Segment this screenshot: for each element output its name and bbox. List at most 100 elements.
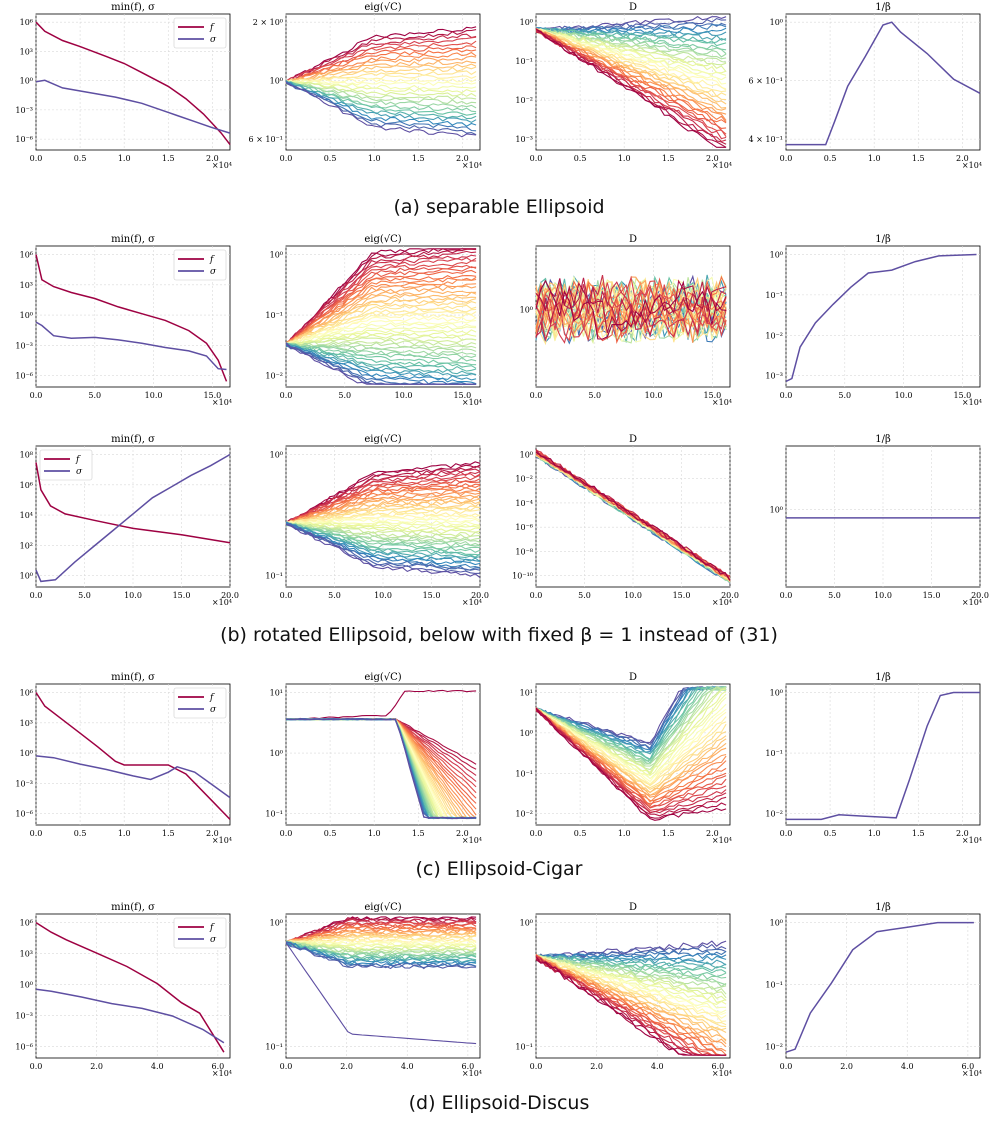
x-tick-label: 20.0 bbox=[721, 591, 739, 600]
caption-c: (c) Ellipsoid-Cigar bbox=[415, 858, 583, 880]
y-tick-label: 10⁻³ bbox=[765, 372, 783, 381]
x-tick-label: 5.0 bbox=[588, 391, 601, 400]
family-line bbox=[285, 495, 481, 527]
chart-panel: eig(√C) 0.0 5.0 10.0 15.0×10⁴ 10⁰ 10⁻¹ 10⁻² bbox=[265, 234, 482, 407]
family-line bbox=[535, 278, 727, 334]
x-tick-label: 0.5 bbox=[824, 154, 837, 163]
family-line bbox=[285, 283, 477, 346]
family-line bbox=[285, 343, 477, 385]
x-tick-label: 2.0 bbox=[206, 154, 219, 163]
x-tick-label: 0.0 bbox=[530, 591, 543, 600]
x-tick-label: 0.0 bbox=[780, 391, 793, 400]
family-line bbox=[285, 506, 481, 525]
x-tick-label: 1.5 bbox=[662, 829, 675, 838]
chart-panel: min(f), σ 0.0 0.5 1.0 1.5 2.0×10⁴ 10⁶ 10³ 10⁰ 10⁻… bbox=[15, 672, 232, 845]
family-line bbox=[535, 24, 727, 33]
family-line bbox=[285, 941, 477, 961]
y-tick-label: 10⁶ bbox=[20, 18, 33, 27]
family-line bbox=[285, 942, 477, 1045]
family-line bbox=[535, 954, 727, 1009]
family-line bbox=[285, 26, 477, 85]
x-tick-label: 5.0 bbox=[828, 591, 841, 600]
y-tick-label: 10⁻¹ bbox=[515, 1042, 533, 1051]
legend-box bbox=[173, 917, 227, 949]
x-tick-label: 0.0 bbox=[280, 829, 293, 838]
x-tick-label: 0.0 bbox=[30, 391, 43, 400]
family-line bbox=[285, 524, 481, 548]
family-line bbox=[535, 954, 727, 1056]
x-tick-label: 10.0 bbox=[624, 591, 642, 600]
x-tick-label: 5.0 bbox=[78, 591, 91, 600]
family-line bbox=[535, 709, 727, 789]
family-line bbox=[535, 708, 727, 821]
x-exponent-label: ×10⁴ bbox=[962, 398, 982, 407]
y-tick-label: 10⁻¹ bbox=[265, 810, 283, 819]
family-line bbox=[285, 522, 481, 535]
family-line bbox=[285, 494, 481, 525]
family-line bbox=[285, 296, 477, 347]
caption-d: (d) Ellipsoid-Discus bbox=[408, 1092, 590, 1114]
y-tick-label: 10⁻⁸ bbox=[515, 547, 533, 556]
x-tick-label: 0.0 bbox=[780, 154, 793, 163]
x-tick-label: 0.0 bbox=[780, 1062, 793, 1071]
chart-title: min(f), σ bbox=[111, 434, 155, 445]
family-line bbox=[285, 316, 477, 345]
family-line bbox=[285, 523, 481, 579]
y-tick-label: 6 × 10⁻¹ bbox=[249, 135, 284, 144]
x-exponent-label: ×10⁴ bbox=[712, 1069, 732, 1078]
y-tick-label: 10³ bbox=[20, 281, 33, 290]
family-line bbox=[535, 28, 727, 85]
x-tick-label: 0.5 bbox=[574, 154, 587, 163]
family-line bbox=[285, 941, 477, 948]
family-line bbox=[285, 524, 481, 556]
chart-panel: eig(√C) 0.0 0.5 1.0 1.5 2.0×10⁴ 2 × 10⁰ 10⁰ 6 × … bbox=[249, 2, 483, 170]
x-exponent-label: ×10⁴ bbox=[962, 1069, 982, 1078]
family-line bbox=[535, 30, 727, 135]
caption-a: (a) separable Ellipsoid bbox=[393, 196, 605, 218]
series-line-sigma bbox=[35, 79, 231, 134]
family-line bbox=[285, 474, 481, 524]
family-line bbox=[535, 956, 727, 1056]
chart-title: D bbox=[629, 2, 637, 13]
family-line bbox=[285, 48, 477, 85]
chart-title: 1/β bbox=[875, 902, 891, 913]
x-exponent-label: ×10⁴ bbox=[712, 398, 732, 407]
y-tick-label: 10⁻² bbox=[765, 1042, 783, 1051]
family-line bbox=[285, 522, 481, 571]
chart-title: eig(√C) bbox=[364, 2, 401, 13]
x-tick-label: 2.0 bbox=[840, 1062, 853, 1071]
x-tick-label: 0.5 bbox=[574, 829, 587, 838]
x-tick-label: 2.0 bbox=[590, 1062, 603, 1071]
family-line bbox=[285, 322, 477, 346]
family-line bbox=[285, 516, 481, 526]
family-line bbox=[285, 523, 481, 571]
family-line bbox=[285, 79, 477, 87]
family-line bbox=[285, 718, 477, 820]
y-tick-label: 10² bbox=[20, 541, 33, 550]
legend-label: σ bbox=[210, 935, 217, 945]
y-tick-label: 10⁻² bbox=[515, 810, 533, 819]
family-line bbox=[285, 500, 481, 525]
family-line bbox=[285, 307, 477, 346]
chart-panel: min(f), σ 0.0 5.0 10.0 15.0 20.0×10⁴ 10⁸ 10⁶ 10⁴… bbox=[20, 434, 239, 607]
family-line bbox=[535, 276, 727, 333]
family-line bbox=[285, 63, 477, 85]
y-tick-label: 10³ bbox=[20, 950, 33, 959]
y-tick-label: 10⁻³ bbox=[15, 106, 33, 115]
family-line bbox=[535, 277, 727, 338]
chart-title: D bbox=[629, 434, 637, 445]
x-exponent-label: ×10⁴ bbox=[962, 161, 982, 170]
y-tick-label: 10⁰ bbox=[20, 77, 33, 86]
family-line bbox=[285, 341, 477, 349]
y-tick-label: 10⁻³ bbox=[515, 135, 533, 144]
x-tick-label: 1.0 bbox=[118, 829, 131, 838]
chart-title: eig(√C) bbox=[364, 672, 401, 683]
x-exponent-label: ×10⁴ bbox=[462, 1069, 482, 1078]
series-line-f bbox=[35, 462, 231, 544]
y-tick-label: 10⁻² bbox=[765, 810, 783, 819]
chart-panel: min(f), σ 0.0 0.5 1.0 1.5 2.0×10⁴ 10⁶ 10³ 10⁰ 10⁻… bbox=[15, 2, 232, 170]
family-line bbox=[285, 489, 481, 525]
family-line bbox=[535, 954, 727, 1031]
family-line bbox=[535, 959, 727, 1056]
y-tick-label: 10⁶ bbox=[20, 250, 33, 259]
